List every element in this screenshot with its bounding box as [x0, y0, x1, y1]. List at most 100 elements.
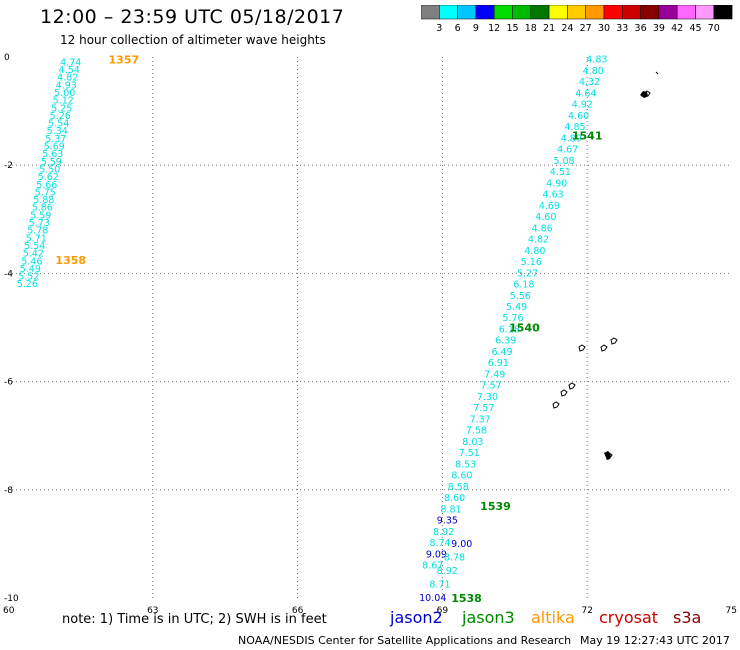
- satellite-label-jason3: jason3: [462, 608, 515, 627]
- wave-height-label: 5.37: [45, 134, 66, 145]
- wave-height-label: 5.66: [36, 180, 57, 191]
- wave-height-label: 5.62: [38, 172, 59, 183]
- y-tick-label: 0: [4, 53, 10, 63]
- wave-height-label: 9.00: [451, 539, 472, 550]
- chart-title: 12:00 – 23:59 UTC 05/18/2017: [40, 6, 345, 28]
- footer-note: note: 1) Time is in UTC; 2) SWH is in fe…: [62, 612, 327, 627]
- wave-height-label: 5.63: [42, 149, 63, 160]
- wave-height-label: 4.60: [535, 212, 556, 223]
- wave-height-label: 5.76: [502, 313, 523, 324]
- wave-height-label: 4.63: [543, 190, 564, 201]
- colorbar-label: 70: [708, 23, 720, 34]
- satellite-label-jason2: jason2: [390, 608, 443, 627]
- x-tick-label: 66: [292, 606, 304, 616]
- wave-height-label: 4.80: [524, 246, 545, 257]
- wave-height-label: 5.56: [510, 291, 531, 302]
- wave-height-label: 8.78: [444, 552, 465, 563]
- wave-height-label: 5.27: [517, 268, 538, 279]
- wave-height-label: 4.32: [579, 77, 600, 88]
- pass-time-label: 1539: [480, 500, 511, 513]
- wave-height-label: 4.80: [583, 66, 604, 77]
- wave-height-label: 5.00: [54, 88, 75, 99]
- colorbar-label: 36: [635, 23, 647, 34]
- pass-time-label: 1538: [451, 592, 482, 605]
- wave-height-label: 5.08: [553, 156, 574, 167]
- pass-time-label: 1357: [109, 54, 140, 67]
- wave-height-label: 8.60: [444, 493, 465, 504]
- pass-time-label: 1540: [509, 322, 540, 335]
- wave-height-label: 5.34: [47, 126, 68, 137]
- wave-height-label: 4.64: [575, 88, 596, 99]
- wave-height-label: 4.90: [546, 178, 567, 189]
- wave-height-label: 5.12: [53, 96, 74, 107]
- colorbar-label: 45: [689, 23, 701, 34]
- colorbar-label: 42: [671, 23, 683, 34]
- wave-height-label: 5.49: [506, 302, 527, 313]
- wave-height-label: 5.73: [29, 218, 50, 229]
- wave-height-label: 5.42: [23, 249, 44, 260]
- wave-height-label: 8.92: [437, 566, 458, 577]
- wave-height-label: 4.54: [59, 65, 80, 76]
- wave-height-label: 8.81: [440, 504, 461, 515]
- wave-height-label: 5.46: [21, 256, 42, 267]
- satellite-label-altika: altika: [531, 608, 575, 627]
- y-tick-label: -10: [4, 594, 19, 604]
- wave-height-label: 5.16: [521, 257, 542, 268]
- chart-subtitle: 12 hour collection of altimeter wave hei…: [60, 33, 326, 47]
- wave-height-label: 6.91: [488, 358, 509, 369]
- wave-height-label: 5.78: [27, 226, 48, 237]
- wave-height-label: 7.30: [477, 392, 498, 403]
- colorbar-label: 6: [455, 23, 461, 34]
- island-outline: [552, 401, 560, 409]
- pass-time-label: 1358: [55, 254, 86, 267]
- wave-height-label: 8.58: [448, 482, 469, 493]
- wave-height-label: 5.26: [17, 279, 38, 290]
- colorbar-label: 39: [653, 23, 665, 34]
- colorbar-label: 12: [488, 23, 500, 34]
- wave-height-label: 4.92: [572, 100, 593, 111]
- wave-height-label: 4.51: [550, 167, 571, 178]
- wave-height-label: 5.86: [32, 203, 53, 214]
- wave-height-label: 7.58: [466, 426, 487, 437]
- x-tick-label: 69: [437, 606, 449, 616]
- wave-height-label: 5.88: [33, 195, 54, 206]
- x-tick-label: 75: [726, 606, 737, 616]
- wave-height-label: 5.25: [51, 103, 72, 114]
- colorbar-label: 27: [580, 23, 592, 34]
- wave-height-label: 7.57: [481, 381, 502, 392]
- wave-height-label: 4.86: [532, 223, 553, 234]
- colorbar-swatch: [713, 5, 733, 20]
- wave-height-label: 5.71: [26, 233, 47, 244]
- y-tick-label: -2: [4, 161, 13, 171]
- wave-height-label: 5.75: [35, 187, 56, 198]
- wave-height-label: 10.04: [419, 593, 446, 604]
- island-outline: [568, 382, 576, 390]
- colorbar-label: 21: [543, 23, 555, 34]
- footer-credit: NOAA/NESDIS Center for Satellite Applica…: [238, 634, 572, 647]
- wave-height-label: 5.69: [44, 142, 65, 153]
- wave-height-label: 6.39: [495, 336, 516, 347]
- wave-height-label: 5.26: [50, 111, 71, 122]
- wave-height-label: 8.92: [433, 527, 454, 538]
- wave-height-label: 4.82: [528, 235, 549, 246]
- island-outline: [640, 91, 648, 98]
- wave-height-label: 4.93: [56, 80, 77, 91]
- wave-height-label: 7.37: [470, 414, 491, 425]
- y-tick-label: -6: [4, 378, 13, 388]
- island-outline: [560, 389, 568, 397]
- colorbar-label: 30: [598, 23, 610, 34]
- colorbar-label: 3: [436, 23, 442, 34]
- wave-height-label: 7.57: [473, 403, 494, 414]
- wave-height-label: 4.89: [561, 133, 582, 144]
- wave-height-label: 5.50: [39, 164, 60, 175]
- satellite-label-cryosat: cryosat: [599, 608, 659, 627]
- wave-height-label: 5.59: [30, 210, 51, 221]
- wave-height-label: 4.69: [539, 201, 560, 212]
- island-outline: [655, 71, 659, 75]
- colorbar-label: 15: [506, 23, 518, 34]
- wave-height-label: 7.51: [459, 448, 480, 459]
- wave-height-label: 4.60: [568, 111, 589, 122]
- wave-height-label: 4.67: [557, 145, 578, 156]
- colorbar-label: 24: [561, 23, 573, 34]
